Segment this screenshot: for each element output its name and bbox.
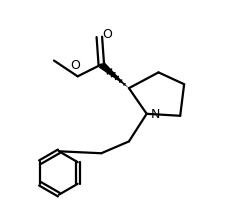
Text: O: O — [71, 59, 81, 72]
Text: O: O — [102, 28, 112, 41]
Polygon shape — [99, 62, 129, 88]
Text: N: N — [151, 108, 160, 121]
